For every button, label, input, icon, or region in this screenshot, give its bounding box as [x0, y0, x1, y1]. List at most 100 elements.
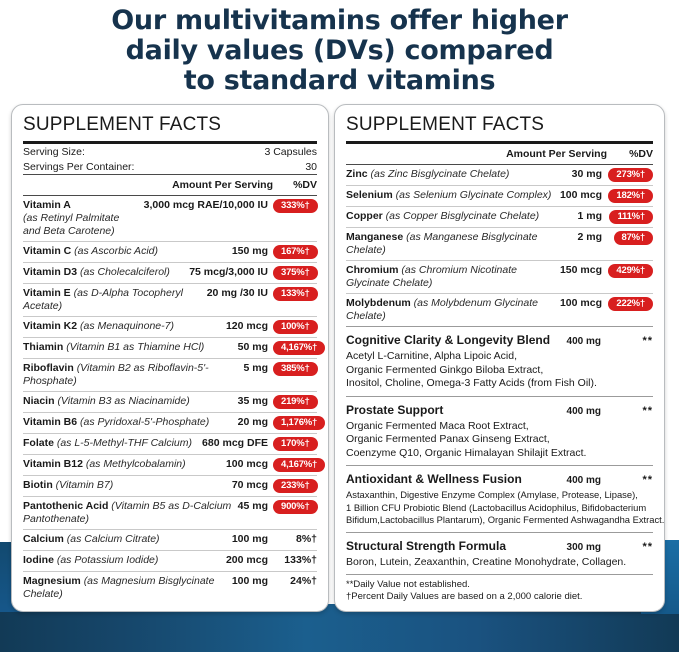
nutrient-name: Calcium (as Calcium Citrate): [23, 533, 232, 546]
nutrient-title: Folate: [23, 437, 54, 449]
blend-dv: **: [642, 335, 653, 347]
nutrient-title: Thiamin: [23, 341, 64, 353]
nutrient-dv: 4,167%†: [273, 458, 326, 472]
nutrient-name: Biotin (Vitamin B7): [23, 479, 232, 492]
row-divider: [346, 293, 653, 294]
blend-name: Antioxidant & Wellness Fusion: [346, 472, 522, 486]
nutrient-row: Riboflavin (Vitamin B2 as Riboflavin-5'-…: [23, 359, 318, 391]
nutrient-row: Vitamin A (as Retinyl Palmitate and Beta …: [23, 196, 318, 241]
nutrient-rows-right: Zinc (as Zinc Bisglycinate Chelate) 30 mg…: [346, 165, 653, 326]
row-divider: [23, 337, 317, 338]
blend-ingredients: Organic Fermented Maca Root Extract, Orga…: [346, 419, 653, 461]
nutrient-name: Vitamin A (as Retinyl Palmitate and Beta …: [23, 199, 144, 238]
nutrient-row: Folate (as L-5-Methyl-THF Calcium) 680 mc…: [23, 434, 318, 454]
nutrient-title: Vitamin B12: [23, 458, 83, 470]
nutrient-amount: 50 mg: [237, 341, 268, 353]
nutrient-title: Biotin: [23, 479, 53, 491]
dv-pill-badge: 900%†: [273, 500, 318, 514]
nutrient-source: (as Menaquinone-7): [80, 320, 174, 332]
nutrient-dv: 133%†: [273, 287, 318, 301]
nutrient-source: (as Selenium Glycinate Complex): [395, 189, 552, 201]
nutrient-name: Niacin (Vitamin B3 as Niacinamide): [23, 395, 238, 408]
dv-pill-badge: 375%†: [273, 266, 318, 280]
blend-ingredient-line: Acetyl L-Carnitine, Alpha Lipoic Acid,: [346, 350, 518, 362]
blend-amount: 400 mg: [566, 405, 601, 417]
nutrient-name: Zinc (as Zinc Bisglycinate Chelate): [346, 168, 572, 181]
proprietary-blends: Cognitive Clarity & Longevity Blend 400 m…: [346, 326, 664, 574]
nutrient-title: Manganese: [346, 231, 404, 243]
blend-name: Structural Strength Formula: [346, 538, 507, 553]
serving-value: 30: [305, 161, 317, 173]
nutrient-amount: 45 mg: [237, 500, 268, 512]
blend-ingredient-line: Inositol, Choline, Omega-3 Fatty Acids (…: [346, 377, 597, 389]
column-headers-left: Amount Per Serving %DV: [23, 175, 317, 195]
row-divider: [23, 316, 317, 317]
nutrient-source: (Vitamin B5 as D-Calcium Pantothenate): [23, 500, 232, 525]
nutrient-name: Folate (as L-5-Methyl-THF Calcium): [23, 437, 202, 450]
dv-pill-badge: 87%†: [613, 231, 653, 245]
row-divider: [23, 550, 317, 551]
nutrient-row: Vitamin K2 (as Menaquinone-7) 120 mcg 100%…: [23, 317, 318, 337]
nutrient-row: Vitamin B12 (as Methylcobalamin) 100 mcg 4…: [23, 455, 326, 475]
blend-divider: [346, 531, 653, 533]
dv-plain-value: 8%†: [295, 533, 317, 545]
nutrient-source: (as Pyridoxal-5'-Phosphate): [80, 416, 210, 428]
blend-ingredients: Boron, Lutein, Zeaxanthin, Creatine Mono…: [346, 555, 653, 570]
row-divider: [346, 185, 653, 186]
nutrient-title: Pantothenic Acid: [23, 500, 109, 512]
nutrient-amount: 75 mcg/3,000 IU: [189, 266, 268, 278]
nutrient-dv: 133%†: [273, 554, 317, 567]
row-divider: [23, 571, 317, 572]
nutrient-amount: 20 mg /30 IU: [206, 287, 268, 299]
nutrient-source: (as Zinc Bisglycinate Chelate): [370, 168, 510, 180]
column-header-dv: %DV: [293, 179, 317, 191]
row-divider: [23, 496, 317, 497]
nutrient-name: Vitamin K2 (as Menaquinone-7): [23, 320, 226, 333]
nutrient-title: Chromium: [346, 264, 399, 276]
blend-ingredient-line: 1 Billion CFU Probiotic Blend (Lactobaci…: [346, 501, 647, 513]
headline-line: to standard vitamins: [183, 65, 496, 96]
dv-pill-badge: 182%†: [608, 189, 653, 203]
dv-pill-badge: 100%†: [273, 320, 318, 334]
nutrient-source: (as Chromium Nicotinate Glycinate Chelat…: [346, 264, 517, 289]
panel-title-left: SUPPLEMENT FACTS: [23, 114, 222, 135]
nutrient-name: Copper (as Copper Bisglycinate Chelate): [346, 210, 577, 223]
nutrient-title: Vitamin B6: [23, 416, 78, 428]
bottom-blue-band: [0, 604, 679, 652]
nutrient-title: Calcium: [23, 533, 64, 545]
nutrient-name: Manganese (as Manganese Bisglycinate Che…: [346, 231, 577, 257]
blend-dv: **: [642, 474, 653, 486]
dv-pill-badge: 429%†: [608, 264, 653, 278]
footnote-rule: [346, 574, 653, 575]
row-divider: [23, 391, 317, 392]
row-divider: [23, 283, 317, 284]
nutrient-row: Vitamin C (as Ascorbic Acid) 150 mg 167%†: [23, 242, 318, 262]
nutrient-dv: 100%†: [273, 320, 318, 334]
nutrient-name: Magnesium (as Magnesium Bisglycinate Che…: [23, 575, 232, 601]
nutrient-amount: 3,000 mcg RAE/10,000 IU: [143, 199, 268, 211]
blend-ingredient-line: Astaxanthin, Digestive Enzyme Complex (A…: [346, 489, 638, 500]
row-divider: [346, 260, 653, 261]
nutrient-title: Vitamin K2: [23, 320, 78, 332]
page-headline: Our multivitamins offer higher daily valu…: [0, 0, 679, 96]
blend-header: Prostate Support 400 mg **: [346, 403, 653, 419]
dv-pill-badge: 385%†: [273, 362, 318, 376]
panel-rule-thick-left: [23, 141, 317, 144]
nutrient-name: Iodine (as Potassium Iodide): [23, 554, 226, 567]
blend-block: Antioxidant & Wellness Fusion 400 mg ** Ast…: [346, 466, 664, 532]
footnote-line: **Daily Value not established.: [346, 579, 470, 590]
nutrient-title: Zinc: [346, 168, 368, 180]
nutrient-title: Copper: [346, 210, 383, 222]
nutrient-source: (as Molybdenum Glycinate Chelate): [346, 297, 538, 322]
dv-pill-badge: 167%†: [273, 245, 318, 259]
dv-pill-badge: 111%†: [609, 210, 653, 224]
nutrient-amount: 30 mg: [571, 168, 602, 180]
column-header-amount: Amount Per Serving: [172, 179, 273, 191]
nutrient-row: Chromium (as Chromium Nicotinate Glycina…: [346, 261, 653, 293]
dv-pill-badge: 273%†: [608, 168, 653, 182]
nutrient-dv: 333%†: [273, 199, 318, 213]
nutrient-name: Riboflavin (Vitamin B2 as Riboflavin-5'-…: [23, 362, 243, 388]
row-divider: [23, 358, 317, 359]
supplement-facts-panels: SUPPLEMENT FACTS Serving Size: 3 Capsules…: [0, 96, 679, 612]
nutrient-dv: 8%†: [273, 533, 317, 546]
